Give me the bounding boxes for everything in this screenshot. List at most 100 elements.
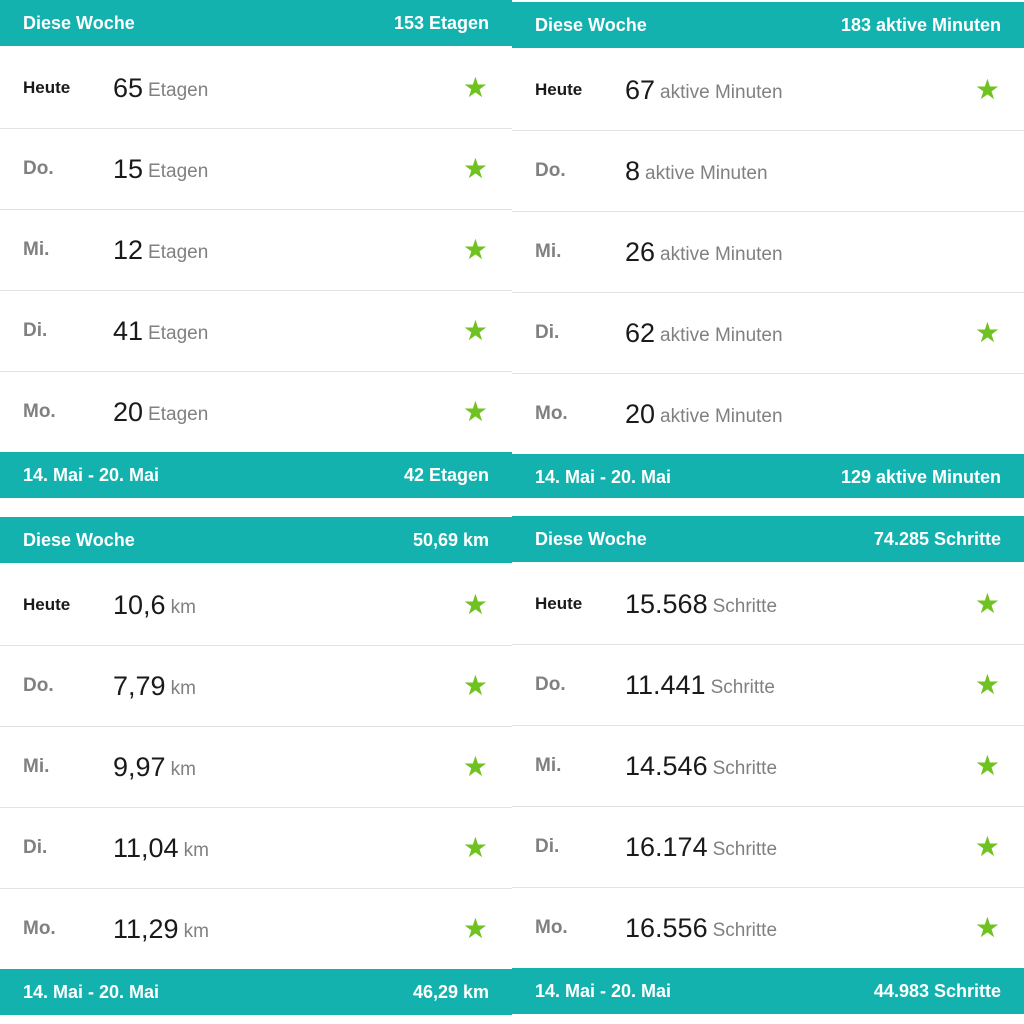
day-value: 10,6 km xyxy=(113,565,196,645)
day-label: Heute xyxy=(23,78,71,97)
week-header-total: 74.285 Schritte xyxy=(873,528,1001,549)
week-header-label: Diese Woche xyxy=(23,12,135,33)
value-number: 15 xyxy=(113,153,144,184)
week-header-total: 183 aktive Minuten xyxy=(840,14,1001,35)
day-row-tuesday[interactable]: Di. 41 Etagen ★ xyxy=(0,291,512,372)
day-row-monday[interactable]: Mo. 16.556 Schritte ★ xyxy=(512,888,1024,968)
day-row-tuesday[interactable]: Di. 16.174 Schritte ★ xyxy=(512,807,1024,888)
value-number: 65 xyxy=(113,72,144,103)
previous-week-footer[interactable]: 14. Mai - 20. Mai 129 aktive Minuten xyxy=(512,454,1024,500)
value-number: 14.546 xyxy=(625,750,708,781)
star-icon: ★ xyxy=(974,750,1000,781)
day-row-thursday[interactable]: Do. 7,79 km ★ xyxy=(0,646,512,727)
day-row-monday[interactable]: Mo. 11,29 km ★ xyxy=(0,889,512,969)
value-number: 11,04 xyxy=(113,832,179,863)
footer-total: 42 Etagen xyxy=(403,464,489,485)
value-unit: aktive Minuten xyxy=(660,243,783,265)
floors-panel: Diese Woche 153 Etagen Heute 65 Etagen ★ … xyxy=(0,0,512,498)
value-unit: Schritte xyxy=(712,595,778,617)
value-unit: km xyxy=(183,839,209,861)
value-number: 10,6 xyxy=(113,589,166,620)
day-list: Heute 67 aktive Minuten ★ Do. 8 aktive Min… xyxy=(512,50,1024,454)
value-number: 62 xyxy=(625,317,656,348)
week-header[interactable]: Diese Woche 74.285 Schritte xyxy=(512,516,1024,562)
previous-week-footer[interactable]: 14. Mai - 20. Mai 44.983 Schritte xyxy=(512,968,1024,1014)
value-number: 8 xyxy=(625,155,641,186)
day-label: Mi. xyxy=(23,239,50,260)
day-list: Heute 65 Etagen ★ Do. 15 Etagen ★ Mi. 12 Et… xyxy=(0,48,512,452)
panel-divider xyxy=(0,498,1024,514)
day-value: 7,79 km xyxy=(113,646,196,726)
week-header[interactable]: Diese Woche 153 Etagen xyxy=(0,0,512,46)
day-label: Heute xyxy=(535,80,583,99)
week-header[interactable]: Diese Woche 50,69 km xyxy=(0,517,512,563)
value-unit: Etagen xyxy=(148,241,209,263)
footer-date-range: 14. Mai - 20. Mai xyxy=(23,464,160,485)
footer-date-range: 14. Mai - 20. Mai xyxy=(535,980,672,1001)
star-icon: ★ xyxy=(974,317,1000,348)
star-icon: ★ xyxy=(974,588,1000,619)
value-unit: Schritte xyxy=(710,676,775,698)
day-label: Mo. xyxy=(535,403,568,424)
day-value: 20 aktive Minuten xyxy=(625,374,783,454)
star-icon: ★ xyxy=(462,589,488,620)
day-label: Do. xyxy=(535,674,566,695)
day-value: 20 Etagen xyxy=(113,372,208,452)
footer-total: 129 aktive Minuten xyxy=(840,466,1001,487)
day-value: 9,97 km xyxy=(113,727,196,807)
value-number: 26 xyxy=(625,236,656,267)
week-header-total: 50,69 km xyxy=(412,529,489,550)
value-number: 11,29 xyxy=(113,913,179,944)
previous-week-footer[interactable]: 14. Mai - 20. Mai 42 Etagen xyxy=(0,452,512,498)
day-row-today[interactable]: Heute 65 Etagen ★ xyxy=(0,48,512,129)
value-number: 20 xyxy=(113,396,144,427)
previous-week-footer[interactable]: 14. Mai - 20. Mai 46,29 km xyxy=(0,969,512,1015)
day-label: Heute xyxy=(535,594,583,613)
star-icon: ★ xyxy=(462,72,488,103)
day-row-tuesday[interactable]: Di. 62 aktive Minuten ★ xyxy=(512,293,1024,374)
value-unit: Etagen xyxy=(148,403,209,425)
value-unit: aktive Minuten xyxy=(660,81,783,103)
day-row-tuesday[interactable]: Di. 11,04 km ★ xyxy=(0,808,512,889)
day-row-wednesday[interactable]: Mi. 12 Etagen ★ xyxy=(0,210,512,291)
value-number: 20 xyxy=(625,398,656,429)
value-number: 9,97 xyxy=(113,751,166,782)
day-value: 62 aktive Minuten xyxy=(625,293,783,373)
star-icon: ★ xyxy=(462,670,488,701)
footer-date-range: 14. Mai - 20. Mai xyxy=(23,981,160,1002)
star-icon: ★ xyxy=(462,234,488,265)
distance-panel: Diese Woche 50,69 km Heute 10,6 km ★ Do. … xyxy=(0,517,512,1015)
week-header-label: Diese Woche xyxy=(535,14,647,35)
day-row-today[interactable]: Heute 10,6 km ★ xyxy=(0,565,512,646)
day-value: 15 Etagen xyxy=(113,129,208,209)
day-value: 41 Etagen xyxy=(113,291,208,371)
week-header-label: Diese Woche xyxy=(23,529,135,550)
star-icon: ★ xyxy=(974,669,1000,700)
day-row-today[interactable]: Heute 67 aktive Minuten ★ xyxy=(512,50,1024,131)
active-minutes-panel: Diese Woche 183 aktive Minuten Heute 67 a… xyxy=(512,2,1024,500)
day-label: Do. xyxy=(23,158,54,179)
value-unit: Schritte xyxy=(712,838,778,860)
value-number: 16.556 xyxy=(625,912,708,943)
day-row-today[interactable]: Heute 15.568 Schritte ★ xyxy=(512,564,1024,645)
day-label: Mo. xyxy=(23,401,56,422)
day-value: 26 aktive Minuten xyxy=(625,212,783,292)
day-row-monday[interactable]: Mo. 20 Etagen ★ xyxy=(0,372,512,452)
day-row-thursday[interactable]: Do. 15 Etagen ★ xyxy=(0,129,512,210)
day-value: 65 Etagen xyxy=(113,48,208,128)
week-header[interactable]: Diese Woche 183 aktive Minuten xyxy=(512,2,1024,48)
day-label: Mi. xyxy=(535,241,562,262)
day-value: 16.556 Schritte xyxy=(625,888,777,968)
day-row-thursday[interactable]: Do. 11.441 Schritte ★ xyxy=(512,645,1024,726)
value-unit: Etagen xyxy=(148,322,209,344)
week-header-label: Diese Woche xyxy=(535,528,647,549)
day-label: Di. xyxy=(535,836,560,857)
day-list: Heute 10,6 km ★ Do. 7,79 km ★ Mi. 9,97 km ★… xyxy=(0,565,512,969)
day-row-wednesday[interactable]: Mi. 9,97 km ★ xyxy=(0,727,512,808)
value-unit: km xyxy=(183,920,209,942)
day-row-wednesday[interactable]: Mi. 14.546 Schritte ★ xyxy=(512,726,1024,807)
value-unit: aktive Minuten xyxy=(660,405,783,427)
